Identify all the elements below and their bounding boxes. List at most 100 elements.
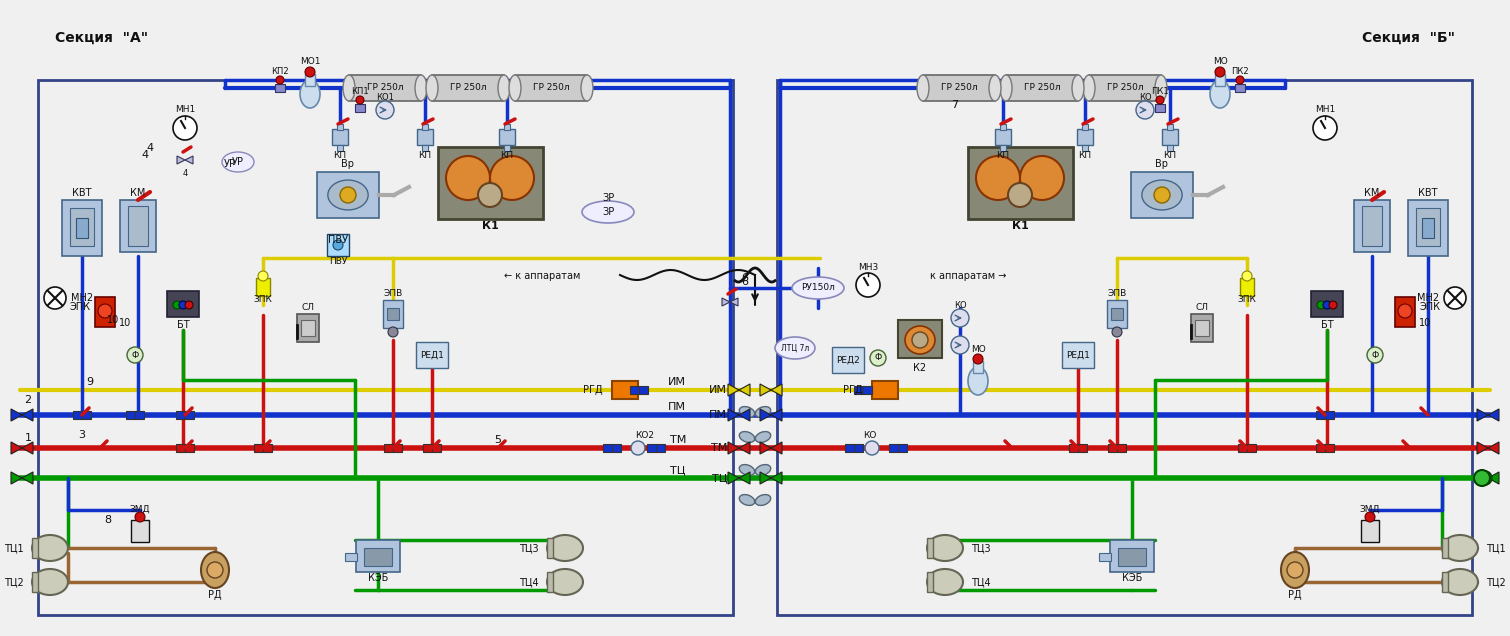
Ellipse shape xyxy=(755,432,770,443)
Circle shape xyxy=(1009,183,1031,207)
Text: РД: РД xyxy=(208,590,222,600)
Text: 4: 4 xyxy=(142,150,148,160)
Text: ТЦ1: ТЦ1 xyxy=(5,543,24,553)
Bar xyxy=(504,145,510,151)
Polygon shape xyxy=(738,409,750,421)
Polygon shape xyxy=(23,442,33,454)
Bar xyxy=(1240,278,1253,296)
Bar xyxy=(1110,540,1154,572)
Text: 9: 9 xyxy=(86,377,94,387)
Bar xyxy=(393,444,402,452)
Text: КВТ: КВТ xyxy=(1418,188,1438,198)
Bar xyxy=(297,314,319,342)
Polygon shape xyxy=(772,384,782,396)
Polygon shape xyxy=(760,472,772,484)
Bar xyxy=(547,572,553,592)
Bar xyxy=(384,444,393,452)
Text: Секция  "А": Секция "А" xyxy=(54,31,148,45)
Ellipse shape xyxy=(581,75,593,101)
Bar xyxy=(1117,548,1146,566)
Bar xyxy=(855,444,864,452)
Bar xyxy=(72,411,82,419)
Bar xyxy=(1311,291,1342,317)
Text: СЛ: СЛ xyxy=(302,303,314,312)
Polygon shape xyxy=(1477,409,1487,421)
Text: ТЦ2: ТЦ2 xyxy=(1486,577,1505,587)
Text: ГР 250л: ГР 250л xyxy=(367,83,403,92)
Bar xyxy=(387,308,399,320)
Text: ТЦ1: ТЦ1 xyxy=(1486,543,1505,553)
Bar xyxy=(602,444,612,452)
Circle shape xyxy=(912,332,929,348)
Bar xyxy=(134,411,143,419)
Ellipse shape xyxy=(547,569,583,595)
Ellipse shape xyxy=(1155,75,1167,101)
Polygon shape xyxy=(772,409,782,421)
Text: 2: 2 xyxy=(24,395,32,405)
Bar xyxy=(186,411,193,419)
Circle shape xyxy=(180,301,187,309)
Bar xyxy=(432,75,504,101)
Polygon shape xyxy=(772,442,782,454)
Bar xyxy=(38,80,732,615)
Bar xyxy=(337,124,343,130)
Text: РЕД2: РЕД2 xyxy=(837,356,859,364)
Text: КП1: КП1 xyxy=(352,88,368,97)
Bar xyxy=(344,553,356,561)
Ellipse shape xyxy=(775,337,815,359)
Bar xyxy=(432,444,441,452)
Ellipse shape xyxy=(222,152,254,172)
Bar xyxy=(1155,104,1166,112)
Text: РГД: РГД xyxy=(583,385,602,395)
Circle shape xyxy=(1398,304,1412,318)
Bar xyxy=(1247,444,1256,452)
Bar xyxy=(125,411,134,419)
Text: 4: 4 xyxy=(183,170,187,179)
Ellipse shape xyxy=(1072,75,1084,101)
Text: ПК1: ПК1 xyxy=(1151,88,1169,97)
Bar xyxy=(32,572,38,592)
Circle shape xyxy=(356,96,364,104)
Ellipse shape xyxy=(343,75,355,101)
Polygon shape xyxy=(11,472,23,484)
Text: ИМ: ИМ xyxy=(710,385,726,395)
Circle shape xyxy=(1287,562,1303,578)
Bar xyxy=(186,444,193,452)
Polygon shape xyxy=(1487,472,1499,484)
Bar xyxy=(1083,145,1089,151)
Circle shape xyxy=(865,441,879,455)
Bar xyxy=(421,145,427,151)
Text: ИМ: ИМ xyxy=(667,377,686,387)
Bar xyxy=(778,80,1472,615)
Bar xyxy=(254,444,263,452)
Text: МН3: МН3 xyxy=(858,263,879,272)
Text: 3: 3 xyxy=(79,430,86,440)
Circle shape xyxy=(1474,470,1490,486)
Bar xyxy=(356,540,400,572)
Bar xyxy=(300,320,316,336)
Circle shape xyxy=(174,301,181,309)
Text: РЕД1: РЕД1 xyxy=(1066,350,1090,359)
Text: 7: 7 xyxy=(951,100,959,110)
Text: МО: МО xyxy=(1213,57,1228,67)
Text: ЗПК: ЗПК xyxy=(1238,296,1256,305)
Circle shape xyxy=(1136,101,1154,119)
Bar xyxy=(547,538,553,558)
Bar xyxy=(923,75,995,101)
Text: ТЦ: ТЦ xyxy=(711,473,726,483)
Text: Секция  "Б": Секция "Б" xyxy=(1362,31,1456,45)
Polygon shape xyxy=(1477,442,1487,454)
Bar xyxy=(349,75,421,101)
Circle shape xyxy=(207,562,223,578)
Text: К1: К1 xyxy=(482,221,498,231)
Text: ЗМД: ЗМД xyxy=(1359,504,1380,513)
Circle shape xyxy=(276,76,284,84)
Text: ТЦ3: ТЦ3 xyxy=(519,543,539,553)
Text: КО: КО xyxy=(954,300,966,310)
Polygon shape xyxy=(760,442,772,454)
Bar xyxy=(177,444,186,452)
Bar xyxy=(82,411,91,419)
Ellipse shape xyxy=(975,156,1019,200)
Text: 6: 6 xyxy=(741,277,749,287)
Bar xyxy=(263,444,272,452)
